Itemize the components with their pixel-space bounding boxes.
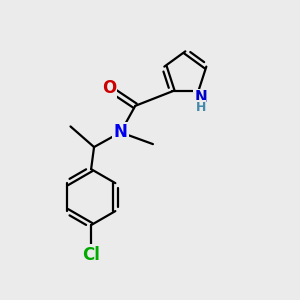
Text: Cl: Cl xyxy=(82,245,100,263)
Text: N: N xyxy=(114,123,128,141)
Text: H: H xyxy=(196,101,206,114)
Text: O: O xyxy=(102,79,116,97)
Text: N: N xyxy=(194,90,207,105)
